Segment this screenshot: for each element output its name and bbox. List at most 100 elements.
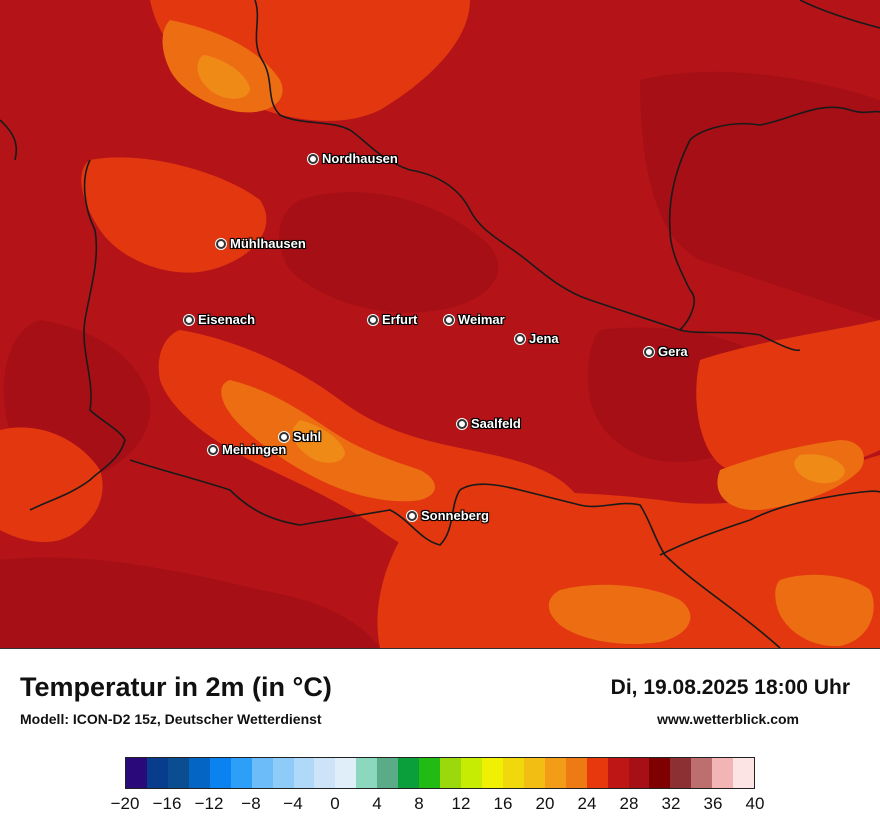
legend-swatch: [670, 758, 692, 788]
city-marker: Saalfeld: [457, 416, 521, 431]
city-dot-icon: [308, 153, 318, 164]
legend-swatch: [377, 758, 399, 788]
city-label: Suhl: [293, 429, 322, 444]
legend-tick-label: 16: [493, 794, 513, 813]
hot-zone: [775, 574, 874, 647]
state-border: [799, 0, 880, 29]
legend-tick-label: 36: [703, 794, 723, 813]
city-dot-icon: [184, 314, 194, 325]
hottest-zone: [292, 420, 345, 463]
model-info: Modell: ICON-D2 15z, Deutscher Wetterdie…: [20, 711, 322, 727]
legend-swatch: [126, 758, 147, 788]
legend-tick-label: −4: [283, 794, 303, 813]
state-border: [0, 119, 18, 161]
website-label: www.wetterblick.com: [657, 711, 799, 727]
legend-tick-label: −20: [110, 794, 140, 813]
legend-swatch: [565, 758, 587, 788]
legend-swatch: [335, 758, 357, 788]
city-dot-icon: [457, 418, 467, 429]
legend-swatch: [188, 758, 210, 788]
city-dot-icon: [216, 238, 226, 249]
city-label: Weimar: [458, 312, 505, 327]
city-label: Jena: [529, 331, 559, 346]
legend-swatch: [272, 758, 294, 788]
legend-swatch: [649, 758, 671, 788]
legend-swatch: [209, 758, 231, 788]
legend-swatch: [502, 758, 524, 788]
city-dot-icon: [279, 431, 289, 442]
city-label: Saalfeld: [471, 416, 521, 431]
legend-tick-label: 12: [451, 794, 471, 813]
city-label: Mühlhausen: [230, 236, 306, 251]
legend-swatch: [230, 758, 252, 788]
state-border: [679, 329, 801, 352]
legend-swatch: [691, 758, 713, 788]
legend-swatch: [167, 758, 189, 788]
legend-swatch: [356, 758, 378, 788]
legend-swatch: [733, 758, 755, 788]
city-marker: Eisenach: [184, 312, 255, 327]
legend-swatch: [607, 758, 629, 788]
hottest-zone: [197, 55, 250, 99]
legend-swatch: [146, 758, 168, 788]
legend-swatch: [251, 758, 273, 788]
legend-swatch: [440, 758, 461, 788]
legend-swatch: [481, 758, 503, 788]
legend-tick-label: −12: [194, 794, 224, 813]
legend-tick-label: 24: [577, 794, 597, 813]
warm-zone: [0, 427, 103, 543]
legend-tick-label: 20: [535, 794, 555, 813]
legend-swatch: [314, 758, 336, 788]
legend-tick-label: −16: [152, 794, 182, 813]
city-marker: Suhl: [279, 429, 321, 444]
city-marker: Erfurt: [368, 312, 417, 327]
state-border: [29, 159, 126, 511]
forecast-datetime: Di, 19.08.2025 18:00 Uhr: [610, 676, 850, 699]
legend-swatch: [398, 758, 420, 788]
legend-swatch: [523, 758, 545, 788]
hot-zone: [548, 584, 691, 645]
city-marker: Weimar: [444, 312, 505, 327]
city-dot-icon: [515, 333, 525, 344]
legend-swatch: [586, 758, 608, 788]
city-marker: Sonneberg: [407, 508, 489, 523]
legend-swatch: [293, 758, 315, 788]
city-label: Meiningen: [222, 442, 287, 457]
city-marker: Meiningen: [208, 442, 286, 457]
legend-tick-label: 8: [414, 794, 424, 813]
city-dot-icon: [407, 510, 417, 521]
legend-tick-label: 28: [619, 794, 639, 813]
city-marker: Nordhausen: [308, 151, 398, 166]
legend-tick-label: 40: [745, 794, 765, 813]
legend-swatch: [628, 758, 650, 788]
city-marker: Gera: [644, 344, 688, 359]
temperature-map: Nordhausen Mühlhausen Eisenach Erfurt We…: [0, 0, 880, 649]
city-dot-icon: [368, 314, 378, 325]
legend-swatch: [461, 758, 482, 788]
legend-tick-label: 32: [661, 794, 681, 813]
city-label: Erfurt: [382, 312, 418, 327]
city-dot-icon: [644, 346, 654, 357]
legend-tick-label: 0: [330, 794, 340, 813]
state-border: [254, 0, 880, 331]
legend-ticks: −20 −16 −12 −8 −4 0 4 8 12 16 20 24 28 32 36 40: [0, 794, 880, 824]
hottest-zone: [794, 454, 845, 484]
city-label: Gera: [658, 344, 688, 359]
city-marker: Jena: [515, 331, 559, 346]
temperature-field: [0, 0, 880, 648]
legend-swatch: [712, 758, 734, 788]
city-label: Sonneberg: [421, 508, 489, 523]
city-dot-icon: [208, 444, 218, 455]
state-border: [129, 459, 781, 648]
city-marker: Mühlhausen: [216, 236, 306, 251]
legend-tick-label: −8: [241, 794, 261, 813]
city-dot-icon: [444, 314, 454, 325]
color-scale-legend: [125, 757, 755, 789]
legend-swatch: [419, 758, 441, 788]
map-title: Temperatur in 2m (in °C): [20, 672, 332, 702]
legend-swatch: [544, 758, 566, 788]
legend-tick-label: 4: [372, 794, 382, 813]
city-label: Eisenach: [198, 312, 256, 327]
cooler-zone: [279, 191, 499, 313]
warm-zone: [696, 320, 880, 474]
